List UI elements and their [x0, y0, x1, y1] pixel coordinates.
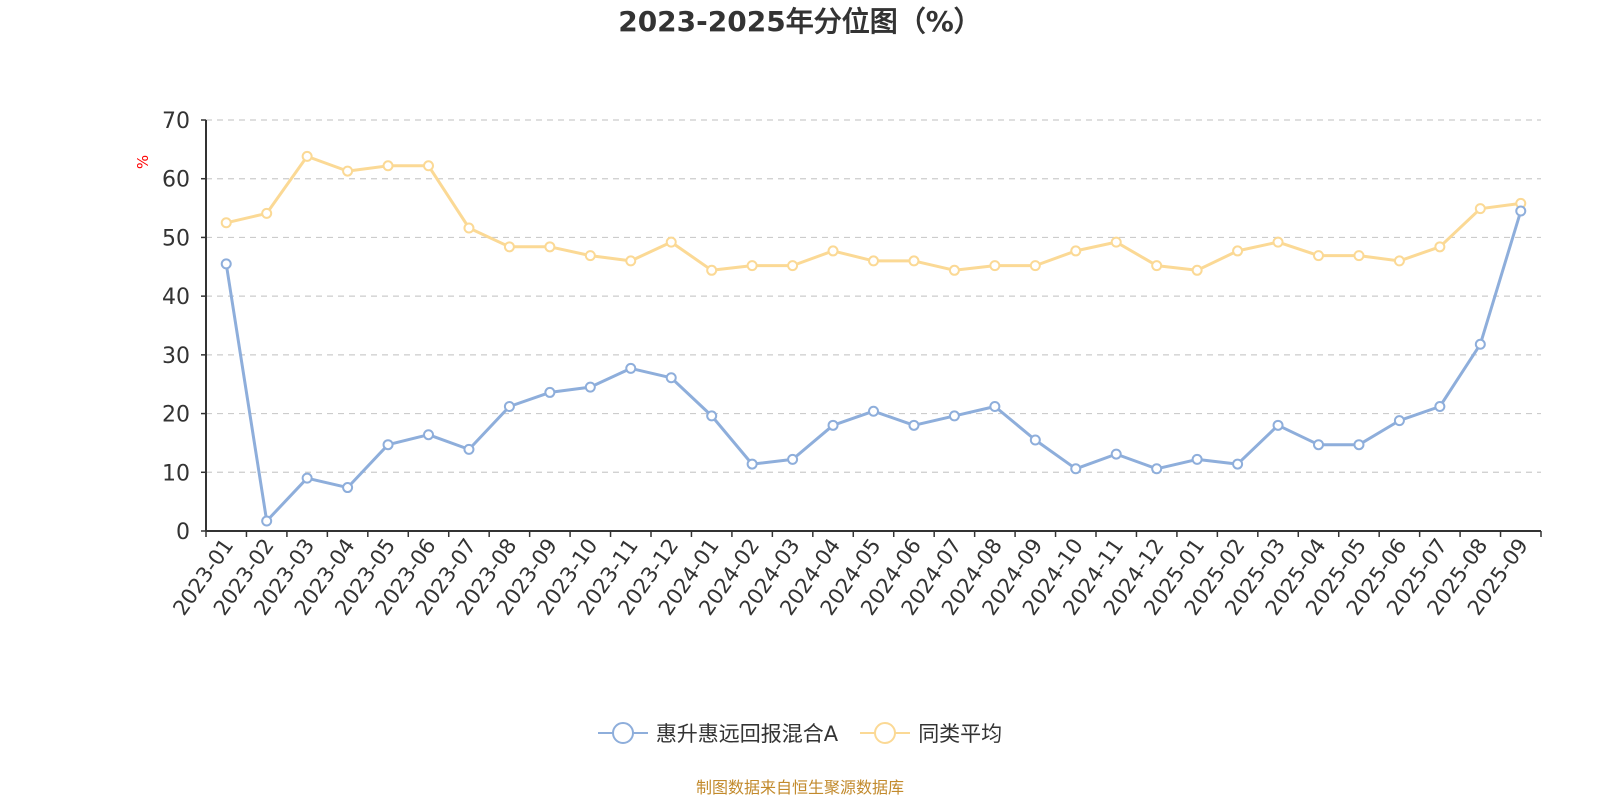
y-tick-label-20: 20 — [162, 403, 190, 428]
data-point-fund — [1313, 439, 1324, 451]
data-point-peer-average — [1191, 264, 1203, 276]
data-point-peer-average — [463, 222, 475, 234]
data-point-fund — [423, 429, 434, 441]
data-point-peer-average — [868, 255, 879, 267]
y-tick-label-10: 10 — [162, 461, 190, 486]
data-point-peer-average — [1353, 250, 1365, 262]
data-point-peer-average — [1474, 203, 1486, 215]
data-point-fund — [463, 443, 475, 455]
data-point-fund — [1151, 463, 1163, 475]
data-point-fund — [1474, 338, 1486, 350]
series-line-peer-average — [225, 154, 1521, 272]
data-point-peer-average — [261, 207, 273, 219]
data-point-peer-average — [1313, 250, 1324, 262]
data-point-fund — [301, 472, 313, 484]
data-point-peer-average — [342, 165, 354, 177]
data-point-peer-average — [423, 160, 434, 172]
data-point-peer-average — [1272, 236, 1284, 248]
data-point-peer-average — [301, 150, 313, 162]
series-lines — [220, 150, 1527, 527]
legend-fund-icon — [597, 722, 648, 744]
data-point-peer-average — [625, 255, 637, 267]
data-point-fund — [1232, 458, 1244, 470]
data-point-peer-average — [989, 260, 1001, 272]
data-point-fund — [1272, 419, 1284, 431]
data-point-peer-average — [220, 217, 232, 229]
data-point-fund — [1353, 439, 1365, 451]
legend-item-fund[interactable]: 惠升惠远回报混合A — [597, 718, 839, 748]
data-point-fund — [382, 439, 394, 451]
data-point-peer-average — [1434, 241, 1446, 253]
data-point-fund — [746, 458, 758, 470]
data-point-fund — [220, 258, 232, 270]
data-point-fund — [1070, 463, 1082, 475]
data-point-peer-average — [948, 264, 960, 276]
data-point-fund — [1110, 448, 1122, 460]
y-axis-unit-label: % — [134, 155, 152, 169]
legend-item-peer-average[interactable]: 同类平均 — [860, 718, 1002, 748]
data-point-peer-average — [787, 260, 799, 272]
data-point-peer-average — [1070, 245, 1082, 257]
data-point-fund — [625, 362, 637, 374]
data-point-peer-average — [665, 236, 677, 248]
data-point-peer-average — [503, 241, 515, 253]
y-tick-label-50: 50 — [162, 226, 190, 251]
y-tick-label-40: 40 — [162, 285, 190, 310]
data-point-fund — [1434, 401, 1446, 413]
data-point-peer-average — [382, 160, 394, 172]
y-tick-label-70: 70 — [162, 109, 190, 134]
grid-lines — [206, 119, 1541, 473]
legend-peer-average-icon — [860, 722, 911, 744]
data-point-peer-average — [1393, 255, 1405, 267]
data-point-fund — [665, 372, 677, 384]
data-point-fund — [261, 515, 273, 527]
data-point-fund — [1515, 205, 1527, 217]
data-point-peer-average — [1232, 245, 1244, 257]
y-tick-label-0: 0 — [176, 520, 190, 545]
data-point-fund — [706, 410, 718, 422]
data-point-fund — [868, 405, 879, 417]
data-point-fund — [989, 401, 1001, 413]
data-point-peer-average — [746, 260, 758, 272]
data-point-fund — [948, 410, 960, 422]
legend-fund-label: 惠升惠远回报混合A — [655, 722, 839, 746]
data-point-fund — [544, 386, 556, 398]
source-note: 制图数据来自恒生聚源数据库 — [695, 778, 904, 797]
data-point-peer-average — [584, 250, 596, 262]
data-point-fund — [1191, 453, 1203, 465]
data-point-fund — [342, 482, 354, 494]
data-point-peer-average — [827, 245, 839, 257]
data-point-peer-average — [1151, 260, 1163, 272]
axes — [201, 119, 1542, 537]
data-point-peer-average — [908, 255, 920, 267]
data-point-fund — [1029, 434, 1041, 446]
axis-labels: 010203040506070%2023-012023-022023-03202… — [134, 109, 1533, 620]
data-point-fund — [908, 419, 920, 431]
data-point-peer-average — [1029, 260, 1041, 272]
data-point-fund — [584, 381, 596, 393]
legend-peer-average-label: 同类平均 — [918, 722, 1003, 746]
y-tick-label-60: 60 — [162, 168, 190, 193]
data-point-fund — [787, 453, 799, 465]
data-point-fund — [503, 401, 515, 413]
data-point-peer-average — [706, 264, 718, 276]
y-tick-label-30: 30 — [162, 344, 190, 369]
data-point-peer-average — [544, 241, 556, 253]
data-point-fund — [827, 419, 839, 431]
chart-title: 2023-2025年分位图（%） — [618, 5, 982, 38]
data-point-peer-average — [1110, 236, 1122, 248]
legend: 惠升惠远回报混合A 同类平均 — [0, 718, 1600, 748]
data-point-fund — [1393, 415, 1405, 427]
